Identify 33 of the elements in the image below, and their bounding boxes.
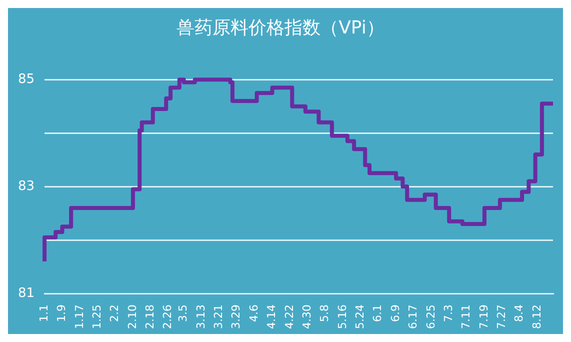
x-tick-label: 7.3 (442, 304, 455, 322)
x-tick-label: 1.25 (90, 304, 104, 330)
x-tick-label: 6.9 (388, 304, 402, 322)
y-tick-label: 85 (18, 72, 35, 87)
x-tick-label: 4.14 (265, 304, 278, 330)
x-tick-label: 5.24 (354, 304, 367, 330)
x-tick-label: 7.19 (477, 304, 490, 330)
x-tick-label: 6.17 (406, 304, 420, 330)
x-tick-label: 6.25 (424, 304, 438, 330)
x-tick-label: 5.8 (318, 304, 332, 322)
x-tick-label: 8.12 (530, 304, 544, 330)
x-tick-label: 7.27 (495, 304, 508, 330)
x-tick-label: 5.16 (336, 304, 349, 330)
x-tick-label: 3.29 (230, 304, 243, 330)
x-tick-label: 2.26 (161, 304, 174, 330)
y-tick-label: 81 (18, 286, 35, 301)
x-tick-label: 2.10 (126, 304, 139, 330)
y-tick-label: 83 (18, 178, 35, 194)
x-tick-label: 1.17 (72, 304, 86, 330)
x-tick-label: 6.1 (371, 304, 384, 322)
chart-title: 兽药原料价格指数（VPi） (176, 17, 384, 38)
x-tick-label: 4.6 (247, 304, 260, 322)
x-tick-label: 4.30 (300, 304, 314, 330)
x-tick-label: 1.1 (37, 304, 50, 322)
x-tick-label: 7.11 (460, 304, 473, 330)
x-tick-label: 1.9 (55, 304, 68, 322)
x-tick-label: 8.4 (512, 304, 526, 322)
x-tick-label: 3.5 (176, 304, 190, 322)
x-tick-label: 4.22 (282, 304, 296, 330)
x-tick-label: 3.21 (212, 304, 226, 330)
x-tick-label: 2.18 (144, 304, 157, 330)
x-tick-label: 3.13 (194, 304, 208, 330)
x-tick-label: 2.2 (108, 304, 122, 322)
